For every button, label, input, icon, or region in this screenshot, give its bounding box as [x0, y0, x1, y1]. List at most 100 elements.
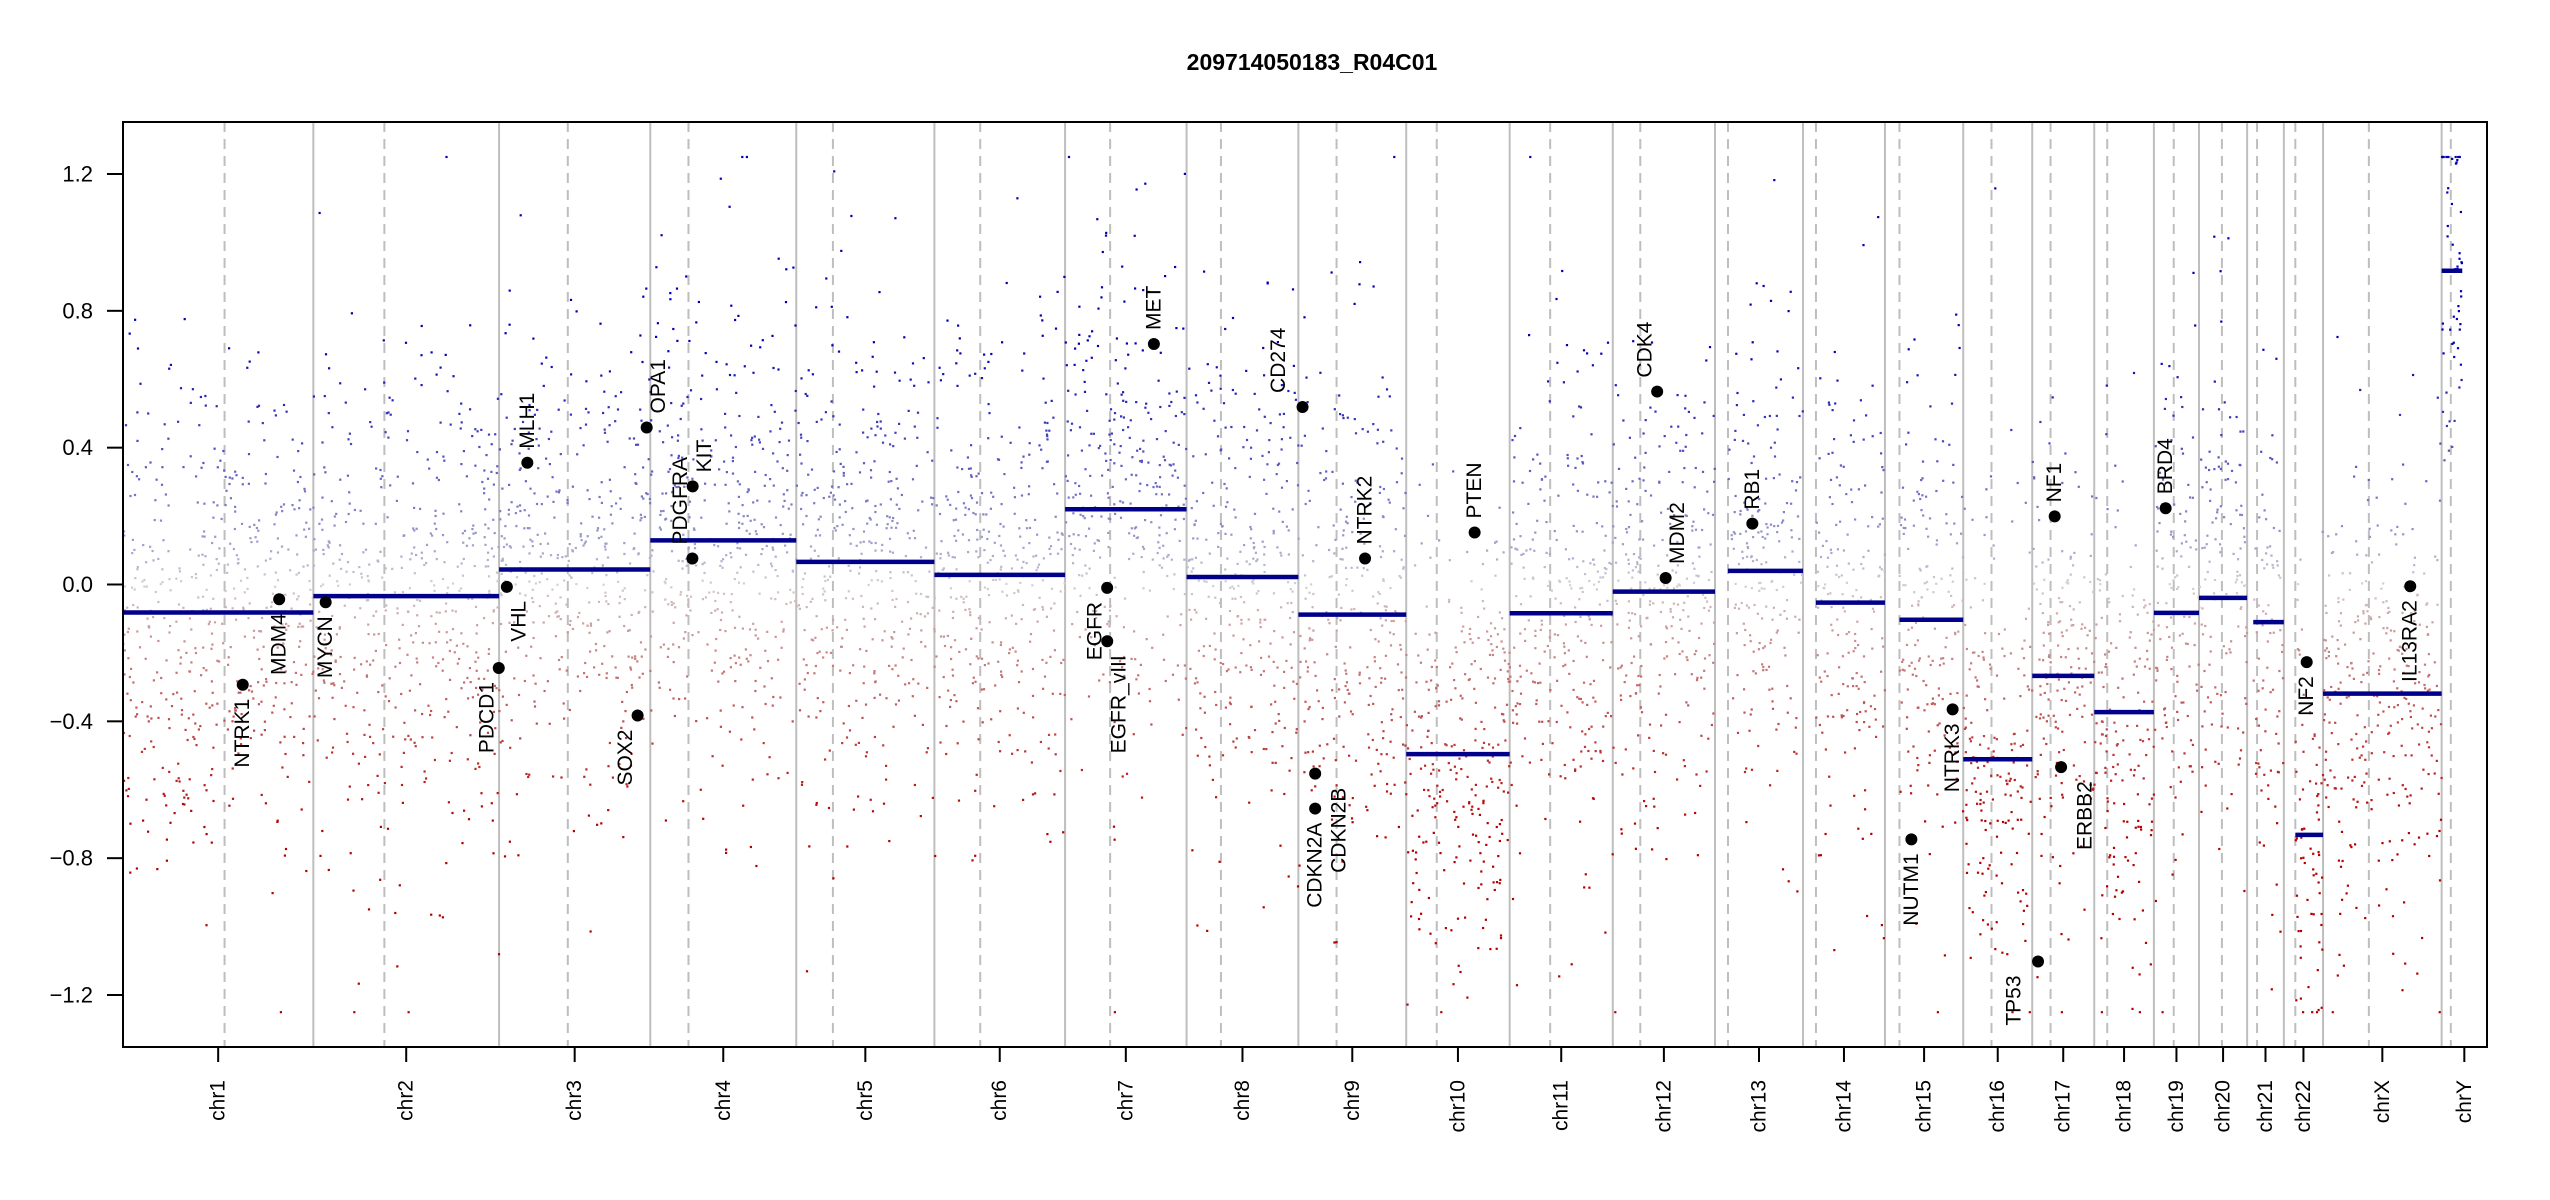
probe-point	[1108, 609, 1111, 612]
probe-point	[1182, 503, 1185, 506]
probe-point	[364, 388, 367, 391]
probe-point	[1333, 552, 1336, 555]
probe-point	[930, 496, 933, 499]
probe-point	[265, 678, 268, 681]
probe-point	[566, 501, 569, 504]
probe-point	[1404, 781, 1407, 784]
probe-point	[1927, 655, 1930, 658]
probe-point	[321, 496, 324, 499]
probe-point	[1670, 559, 1673, 562]
probe-point	[1474, 727, 1477, 730]
probe-point	[1846, 685, 1849, 688]
probe-point	[279, 741, 282, 744]
probe-point	[1249, 644, 1252, 647]
probe-point	[492, 483, 495, 486]
probe-point	[830, 305, 833, 308]
probe-point	[682, 637, 685, 640]
probe-point	[1300, 444, 1303, 447]
probe-point	[890, 636, 893, 639]
probe-point	[271, 711, 274, 714]
probe-point	[1263, 478, 1266, 481]
probe-point	[130, 667, 133, 670]
probe-point	[493, 532, 496, 535]
probe-point	[898, 507, 901, 510]
probe-point	[159, 583, 162, 586]
probe-point	[1417, 917, 1421, 921]
probe-point	[504, 525, 507, 528]
probe-point	[1541, 720, 1544, 723]
probe-point	[667, 603, 670, 606]
probe-point	[1919, 497, 1922, 501]
probe-point	[583, 672, 586, 675]
probe-point	[2078, 667, 2081, 670]
probe-point	[333, 524, 336, 527]
probe-point	[1488, 743, 1491, 746]
probe-point	[156, 671, 159, 674]
probe-point	[1546, 644, 1549, 648]
probe-point	[2020, 796, 2023, 799]
probe-point	[710, 455, 713, 458]
probe-point	[946, 319, 949, 322]
probe-point	[851, 597, 854, 600]
probe-point	[1954, 751, 1957, 754]
probe-point	[625, 783, 628, 786]
probe-point	[701, 563, 704, 566]
probe-point	[1213, 658, 1216, 661]
probe-point	[1491, 649, 1494, 652]
probe-point	[1218, 601, 1222, 605]
probe-point	[1744, 585, 1747, 588]
probe-point	[1680, 627, 1683, 630]
probe-point	[252, 697, 255, 700]
probe-point	[1105, 459, 1108, 462]
probe-point	[902, 647, 905, 650]
probe-point	[672, 643, 675, 646]
probe-point	[1565, 577, 1568, 580]
probe-point	[162, 792, 165, 795]
probe-point	[1428, 633, 1431, 636]
probe-point	[1113, 576, 1116, 579]
probe-point	[1389, 587, 1392, 590]
probe-point	[1066, 479, 1069, 482]
probe-point	[570, 576, 573, 579]
probe-point	[1640, 711, 1644, 714]
probe-point	[1271, 731, 1274, 734]
probe-point	[1344, 685, 1347, 688]
probe-point	[648, 497, 651, 501]
probe-point	[1495, 825, 1498, 829]
probe-point	[740, 738, 743, 741]
probe-point	[652, 570, 655, 573]
probe-point	[1544, 475, 1547, 478]
probe-point	[953, 694, 956, 697]
probe-point	[734, 445, 737, 449]
probe-point	[1381, 376, 1384, 379]
probe-point	[1392, 619, 1395, 623]
probe-point	[1570, 587, 1573, 590]
probe-point	[1743, 688, 1746, 691]
probe-point	[375, 467, 378, 470]
probe-point	[1419, 767, 1423, 770]
probe-point	[434, 622, 437, 625]
probe-point	[1676, 585, 1679, 588]
probe-point	[799, 433, 803, 436]
probe-point	[646, 574, 649, 577]
probe-point	[1133, 534, 1136, 537]
probe-point	[348, 785, 351, 788]
probe-point	[1113, 1011, 1116, 1014]
probe-point	[2023, 639, 2026, 642]
probe-point	[570, 373, 573, 376]
probe-point	[1522, 552, 1525, 555]
probe-point	[1627, 562, 1630, 565]
probe-point	[1330, 575, 1333, 578]
probe-point	[988, 412, 991, 415]
probe-point	[576, 675, 579, 678]
probe-point	[1692, 520, 1695, 523]
probe-point	[589, 650, 592, 653]
probe-point	[1078, 484, 1081, 488]
probe-point	[789, 601, 792, 604]
probe-point	[1916, 769, 1919, 772]
probe-point	[925, 751, 928, 754]
probe-point	[1048, 547, 1051, 550]
probe-point	[1420, 912, 1423, 915]
probe-point	[1389, 644, 1393, 647]
probe-point	[588, 498, 591, 501]
